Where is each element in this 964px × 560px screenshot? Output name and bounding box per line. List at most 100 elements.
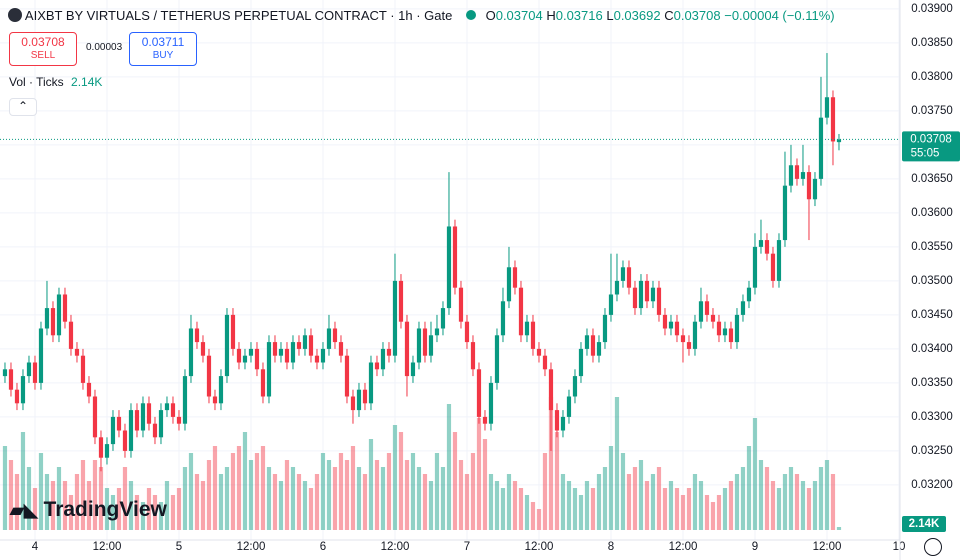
candle-body [188, 328, 194, 377]
volume-bar [8, 460, 14, 530]
candle-body [20, 376, 26, 404]
symbol[interactable]: AIXBT BY VIRTUALS / TETHERUS PERPETUAL C… [24, 8, 453, 23]
candle-body [278, 348, 284, 356]
volume-bar [392, 425, 398, 530]
volume-bar [308, 488, 314, 530]
candle-body [440, 308, 446, 329]
candle-body [746, 287, 752, 302]
candle-body [578, 348, 584, 377]
candle-body [308, 335, 314, 356]
l-label: L [606, 8, 614, 23]
volume-bar [506, 474, 512, 530]
volume-bar [134, 495, 140, 530]
candle-body [452, 226, 458, 288]
candle-body [230, 314, 236, 349]
candle-body [326, 328, 332, 349]
volume-bar [536, 509, 542, 530]
volume-bar [518, 488, 524, 530]
volume-bar [188, 453, 194, 530]
volume-bar [680, 495, 686, 530]
collapse-button[interactable]: ⌃ [9, 98, 37, 116]
volume-bar [722, 488, 728, 530]
candle-body [284, 348, 290, 363]
volume-bar [38, 453, 44, 530]
o-value: 0.03704 [495, 8, 543, 23]
candle-body [518, 287, 524, 336]
candle-body [596, 342, 602, 356]
candle-body [332, 328, 338, 343]
logo: ▰◣ TradingView [10, 498, 167, 522]
candle-body [254, 348, 260, 370]
symbol-icon [8, 8, 22, 22]
candle-body [320, 348, 326, 363]
volume-axis-label: 2.14K [909, 518, 940, 530]
volume-bar [272, 474, 278, 530]
candle-body [386, 348, 392, 356]
candle-body [704, 301, 710, 315]
volume-bar [26, 467, 32, 530]
logo-text: TradingView [43, 498, 167, 521]
volume-bar [464, 474, 470, 530]
x-tick-label: 9 [752, 541, 758, 553]
candle-body [398, 280, 404, 322]
change: −0.00004 (−0.11%) [724, 8, 835, 23]
volume-bar [614, 397, 620, 530]
volume-bar [716, 495, 722, 530]
sell-label: SELL [30, 50, 56, 61]
volume-bar [602, 467, 608, 530]
settings-icon[interactable] [924, 538, 942, 556]
volume-bar [20, 432, 26, 530]
volume-bar [554, 432, 560, 530]
candle-body [836, 139, 842, 143]
volume-bar [572, 488, 578, 530]
x-tick-label: 7 [464, 541, 470, 553]
volume-bar [578, 495, 584, 530]
candle-body [194, 328, 200, 343]
candle-body [92, 396, 98, 438]
candle-body [686, 342, 692, 349]
candle-body [404, 321, 410, 377]
candle-body [776, 240, 782, 281]
volume-bar [254, 453, 260, 530]
logo-icon: ▰◣ [10, 500, 38, 520]
volume-bar [830, 474, 836, 530]
sell-price: 0.03708 [21, 35, 65, 49]
volume-bar [632, 467, 638, 530]
x-tick-label: 12:00 [813, 541, 842, 553]
volume-bar [182, 467, 188, 530]
volume-bar [692, 474, 698, 530]
volume-bar [818, 467, 824, 530]
volume-bar [740, 467, 746, 530]
candle-body [164, 403, 170, 411]
volume-bar [836, 527, 842, 530]
volume-bar [242, 432, 248, 530]
volume-bar [146, 488, 152, 530]
candle-body [176, 416, 182, 424]
candle-body [506, 267, 512, 302]
candle-body [128, 410, 134, 451]
volume-bar [284, 460, 290, 530]
candle-body [698, 301, 704, 322]
last-price-label: 0.03708 [910, 133, 952, 145]
y-tick-label: 0.03600 [911, 207, 953, 219]
candle-body [26, 362, 32, 377]
volume-bar [350, 446, 356, 530]
sell-button[interactable]: 0.03708 SELL [9, 32, 77, 66]
volume-bar [428, 481, 434, 530]
x-tick-label: 12:00 [525, 541, 554, 553]
volume-bar [524, 495, 530, 530]
header: AIXBT BY VIRTUALS / TETHERUS PERPETUAL C… [8, 8, 835, 23]
candle-body [800, 172, 806, 179]
buy-label: BUY [152, 50, 174, 61]
candle-body [182, 376, 188, 424]
x-tick-label: 4 [32, 541, 39, 553]
volume-bar [224, 467, 230, 530]
buy-button[interactable]: 0.03711 BUY [129, 32, 197, 66]
candle-body [140, 403, 146, 431]
volume-bar [422, 474, 428, 530]
candle-body [368, 362, 374, 404]
y-tick-label: 0.03650 [911, 173, 953, 185]
candle-body [782, 185, 788, 241]
volume-bar [434, 453, 440, 530]
y-tick-label: 0.03750 [911, 105, 953, 117]
